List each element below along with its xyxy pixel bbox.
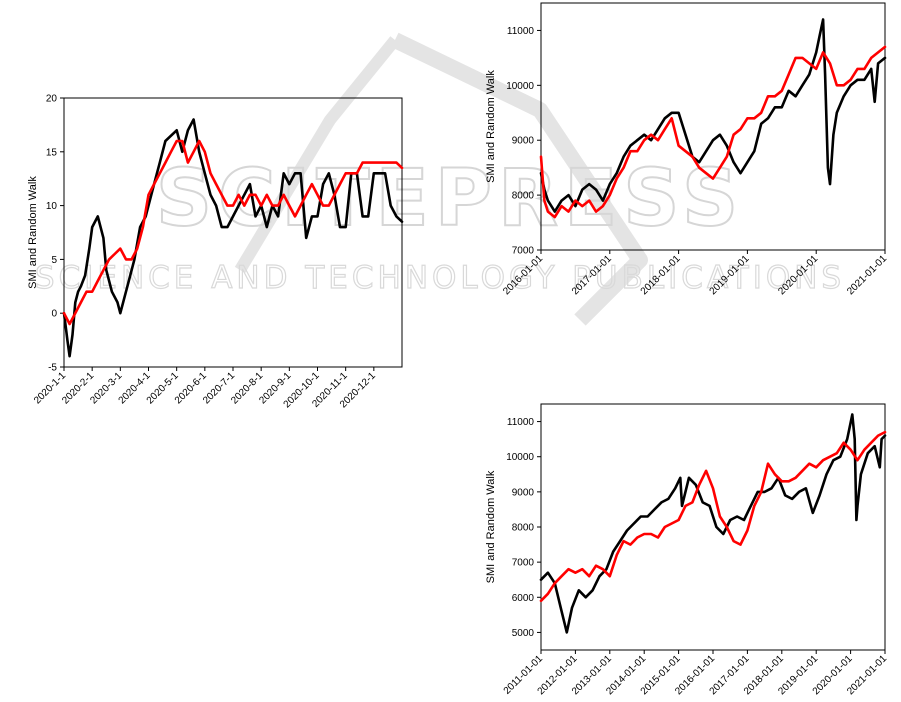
y-tick-label: 10000 — [506, 81, 534, 92]
y-tick-label: 11000 — [507, 26, 535, 37]
series-line-smi — [539, 413, 887, 634]
y-tick-label: 5 — [51, 255, 57, 266]
y-tick-label: 20 — [46, 94, 58, 105]
y-tick-label: 7000 — [512, 558, 535, 569]
y-tick-label: 15 — [46, 147, 58, 158]
series-line-smi — [62, 118, 404, 358]
y-tick-label: 9000 — [512, 136, 535, 147]
plot-frame — [540, 403, 886, 651]
y-axis-label: SMI and Random Walk — [27, 176, 39, 289]
y-axis-label: SMI and Random Walk — [485, 470, 497, 583]
watermark-logo-swoosh-inner — [234, 36, 400, 274]
y-tick-label: 8000 — [512, 191, 535, 202]
y-tick-label: 5000 — [512, 628, 535, 639]
y-tick-label: 11000 — [507, 417, 535, 428]
y-tick-label: 7000 — [512, 246, 535, 257]
y-tick-label: 8000 — [512, 523, 535, 534]
y-tick-label: 10000 — [506, 452, 534, 463]
plot-frame — [540, 2, 886, 251]
y-tick-label: 10 — [46, 201, 58, 212]
series-line-smi — [539, 18, 887, 213]
series-line-random-walk — [539, 45, 887, 219]
series-line-random-walk — [539, 430, 887, 603]
y-tick-label: -5 — [48, 363, 57, 374]
y-tick-label: 6000 — [512, 593, 535, 604]
y-tick-label: 0 — [51, 309, 57, 320]
y-tick-label: 9000 — [512, 487, 535, 498]
y-axis-label: SMI and Random Walk — [485, 70, 497, 183]
watermark-subtitle: SCIENCE AND TECHNOLOGY PUBLICATIONS — [35, 260, 845, 296]
series-line-random-walk — [62, 139, 404, 326]
